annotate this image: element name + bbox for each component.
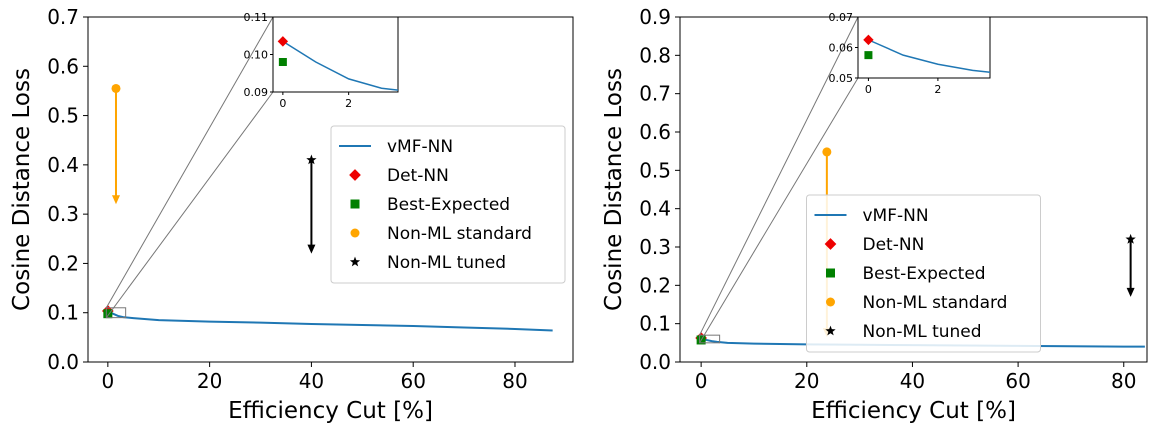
y-tick-label: 0.3 — [47, 202, 79, 226]
arrow-head — [111, 195, 120, 205]
inset-x-tick-label: 2 — [934, 83, 941, 96]
legend-label: Non-ML standard — [863, 293, 1008, 313]
zoom-box — [105, 307, 127, 319]
x-axis-label: Efficiency Cut [%] — [228, 398, 433, 423]
x-tick-label: 80 — [502, 369, 527, 393]
legend-box — [330, 125, 566, 284]
marker — [1125, 233, 1136, 244]
y-tick-label: 0.5 — [639, 158, 671, 182]
y-tick-label: 0.7 — [639, 82, 671, 106]
inset-y-tick-label: 0.06 — [829, 42, 854, 55]
legend-swatch — [826, 268, 835, 278]
legend-label: Best-Expected — [863, 264, 986, 284]
line — [107, 310, 553, 332]
inset-x-tick-label: 0 — [279, 97, 286, 110]
y-tick-label: 0.0 — [639, 350, 671, 374]
marker — [863, 34, 874, 46]
legend-label: Best-Expected — [387, 195, 510, 215]
line — [282, 40, 398, 91]
arrow-head — [1126, 287, 1135, 297]
inset-x-tick-label: 0 — [865, 83, 872, 96]
legend: vMF-NN Det-NN Best-Expected Non-ML standard… — [806, 194, 1041, 353]
inset-y-tick-label: 0.05 — [829, 72, 854, 85]
legend-swatch — [349, 169, 361, 181]
legend-label: Non-ML standard — [387, 224, 532, 244]
legend-label: Non-ML tuned — [387, 253, 506, 273]
y-tick-label: 0.1 — [47, 301, 79, 325]
zoom-connector — [105, 16, 274, 309]
inset-x-tick-label: 2 — [345, 97, 352, 110]
y-tick-label: 0.8 — [639, 43, 671, 67]
y-tick-label: 0.3 — [639, 235, 671, 259]
y-axis-label: Cosine Distance Loss — [9, 68, 35, 311]
y-tick-label: 0.5 — [47, 104, 79, 128]
y-tick-label: 0.2 — [639, 273, 671, 297]
legend-label: Non-ML tuned — [863, 322, 982, 342]
marker — [103, 309, 113, 319]
legend-swatch — [824, 238, 837, 250]
inset-frame — [857, 16, 991, 79]
inset-y-tick-label: 0.07 — [829, 11, 854, 24]
x-tick-label: 0 — [101, 369, 114, 393]
y-tick-label: 0.0 — [47, 350, 79, 374]
marker — [822, 147, 832, 157]
legend-label: vMF-NN — [387, 137, 453, 157]
y-tick-label: 0.9 — [639, 5, 671, 29]
legend: vMF-NN Det-NN Best-Expected Non-ML standard… — [330, 125, 566, 284]
zoom-box — [699, 334, 721, 344]
zoom-connector — [699, 77, 859, 344]
x-tick-label: 20 — [794, 369, 819, 393]
legend-box — [806, 194, 1041, 353]
arrow-head — [307, 244, 316, 254]
axes: 0.00.10.20.30.40.50.60.70.80.90 20 40 60 80E… — [601, 5, 1148, 423]
x-tick-label: 60 — [1005, 369, 1030, 393]
marker — [278, 58, 287, 66]
y-tick-label: 0.2 — [47, 251, 79, 275]
marker — [111, 83, 121, 93]
inset-y-tick-label: 0.10 — [244, 49, 269, 62]
marker — [864, 51, 873, 60]
x-tick-label: 0 — [695, 369, 708, 393]
line — [868, 39, 990, 74]
x-tick-label: 80 — [1111, 369, 1136, 393]
y-tick-label: 0.6 — [639, 120, 671, 144]
legend-swatch — [826, 297, 835, 307]
y-tick-label: 0.6 — [47, 54, 79, 78]
legend-swatch — [350, 228, 360, 238]
inset: 0.09 0.10 0.11 0 2 — [244, 11, 399, 110]
inset-frame — [272, 16, 399, 93]
inset-y-tick-label: 0.09 — [244, 86, 269, 99]
marker — [306, 154, 317, 165]
x-tick-label: 40 — [299, 369, 324, 393]
y-tick-label: 0.4 — [639, 197, 671, 221]
inset: 0.05 0.06 0.07 0 2 — [829, 11, 991, 96]
y-axis-label: Cosine Distance Loss — [601, 68, 627, 311]
x-tick-label: 40 — [900, 369, 925, 393]
legend-swatch — [825, 325, 836, 336]
x-tick-label: 20 — [197, 369, 222, 393]
y-tick-label: 0.1 — [639, 312, 671, 336]
y-tick-label: 0.7 — [47, 5, 79, 29]
zoom-connector — [105, 91, 274, 318]
legend-label: Det-NN — [387, 166, 449, 186]
y-tick-label: 0.4 — [47, 153, 79, 177]
legend-label: Det-NN — [863, 235, 925, 255]
x-tick-label: 60 — [400, 369, 425, 393]
legend-swatch — [350, 199, 360, 209]
inset-y-tick-label: 0.11 — [244, 11, 269, 24]
x-axis-label: Efficiency Cut [%] — [811, 398, 1016, 423]
zoom-connector — [699, 16, 859, 336]
legend-swatch — [349, 256, 361, 267]
legend-label: vMF-NN — [863, 206, 929, 226]
marker — [277, 36, 289, 47]
